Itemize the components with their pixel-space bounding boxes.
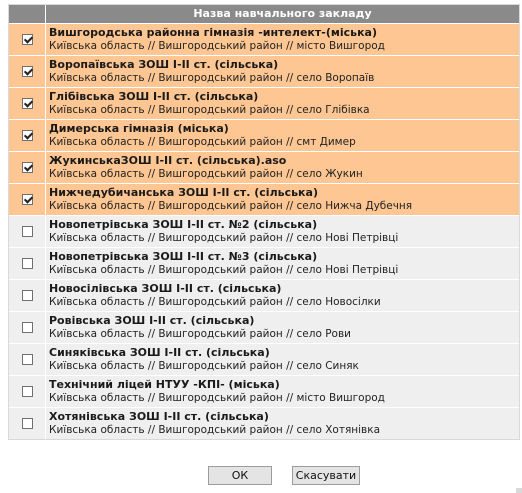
row-text-cell: Ровівська ЗОШ І-ІІ ст. (сільська) Київськ… [45,312,519,343]
row-text-cell: Новопетрівська ЗОШ І-ІІ ст. №3 (сільська… [45,248,519,279]
resize-corner [516,488,522,493]
row-check-cell [9,312,45,343]
table-row[interactable]: Новопетрівська ЗОШ І-ІІ ст. №2 (сільська… [9,215,519,247]
school-name: Хотянівська ЗОШ І-ІІ ст. (сільська) [49,410,269,423]
school-name: Новосілівська ЗОШ І-ІІ ст. (сільська) [49,282,282,295]
row-check-cell [9,280,45,311]
table-row[interactable]: Нижчедубичанська ЗОШ І-ІІ ст. (сільська)… [9,183,519,215]
school-location: Київська область // Вишгородський район … [49,104,370,116]
school-location: Київська область // Вишгородський район … [49,392,385,404]
table-row[interactable]: Глібівська ЗОШ І-ІІ ст. (сільська) Київсь… [9,87,519,119]
school-location: Київська область // Вишгородський район … [49,232,399,244]
checkbox-icon[interactable] [21,258,33,269]
table-row[interactable]: Новосілівська ЗОШ І-ІІ ст. (сільська) Киї… [9,279,519,311]
school-name: Новопетрівська ЗОШ І-ІІ ст. №2 (сільська… [49,218,318,231]
checkbox-icon[interactable] [21,34,33,45]
checkbox-icon[interactable] [21,226,33,237]
school-location: Київська область // Вишгородський район … [49,72,375,84]
table-body: Вишгородська районна гімназія -интелект-… [9,23,519,439]
header-check-cell [9,5,45,23]
row-check-cell [9,376,45,407]
school-name: Новопетрівська ЗОШ І-ІІ ст. №3 (сільська… [49,250,318,263]
row-check-cell [9,88,45,119]
school-name: Нижчедубичанська ЗОШ І-ІІ ст. (сільська) [49,186,318,199]
checkbox-icon[interactable] [21,98,33,109]
school-location: Київська область // Вишгородський район … [49,296,381,308]
row-check-cell [9,120,45,151]
school-name: Воропаївська ЗОШ І-ІІ ст. (сільська) [49,58,279,71]
checkbox-icon[interactable] [21,418,33,429]
table-header: Назва навчального закладу [9,5,519,23]
row-text-cell: Нижчедубичанська ЗОШ І-ІІ ст. (сільська)… [45,184,519,215]
school-name: ЖукинськаЗОШ І-ІІ ст. (сільська).aso [49,154,287,167]
schools-table: Назва навчального закладу Вишгородська р… [8,4,520,440]
row-text-cell: Синяківська ЗОШ І-ІІ ст. (сільська) Київс… [45,344,519,375]
table-row[interactable]: Димерська гімназія (міська) Київська обла… [9,119,519,151]
cancel-button[interactable]: Скасувати [292,466,360,485]
row-text-cell: Технічний ліцей НТУУ -КПІ- (міська) Київс… [45,376,519,407]
school-name: Технічний ліцей НТУУ -КПІ- (міська) [49,378,280,391]
checkbox-icon[interactable] [21,322,33,333]
school-location: Київська область // Вишгородський район … [49,200,413,212]
school-name: Ровівська ЗОШ І-ІІ ст. (сільська) [49,314,255,327]
row-check-cell [9,408,45,439]
header-title: Назва навчального закладу [45,5,519,23]
school-name: Димерська гімназія (міська) [49,122,229,135]
row-check-cell [9,344,45,375]
checkbox-icon[interactable] [21,290,33,301]
school-location: Київська область // Вишгородський район … [49,264,399,276]
table-row[interactable]: Ровівська ЗОШ І-ІІ ст. (сільська) Київськ… [9,311,519,343]
row-check-cell [9,152,45,183]
checkbox-icon[interactable] [21,354,33,365]
checkbox-icon[interactable] [21,162,33,173]
school-location: Київська область // Вишгородський район … [49,136,356,148]
row-text-cell: Хотянівська ЗОШ І-ІІ ст. (сільська) Київс… [45,408,519,439]
table-row[interactable]: ЖукинськаЗОШ І-ІІ ст. (сільська).aso Київ… [9,151,519,183]
school-location: Київська область // Вишгородський район … [49,328,351,340]
row-text-cell: Новосілівська ЗОШ І-ІІ ст. (сільська) Киї… [45,280,519,311]
row-text-cell: Вишгородська районна гімназія -интелект-… [45,24,519,55]
school-name: Вишгородська районна гімназія -интелект-… [49,26,378,39]
table-row[interactable]: Технічний ліцей НТУУ -КПІ- (міська) Київс… [9,375,519,407]
table-row[interactable]: Синяківська ЗОШ І-ІІ ст. (сільська) Київс… [9,343,519,375]
row-check-cell [9,248,45,279]
row-check-cell [9,216,45,247]
row-text-cell: Глібівська ЗОШ І-ІІ ст. (сільська) Київсь… [45,88,519,119]
row-check-cell [9,184,45,215]
row-text-cell: Новопетрівська ЗОШ І-ІІ ст. №2 (сільська… [45,216,519,247]
school-name: Глібівська ЗОШ І-ІІ ст. (сільська) [49,90,259,103]
row-text-cell: ЖукинськаЗОШ І-ІІ ст. (сільська).aso Київ… [45,152,519,183]
school-location: Київська область // Вишгородський район … [49,168,363,180]
school-location: Київська область // Вишгородський район … [49,40,385,52]
dialog-buttons: ОК Скасувати [0,466,522,485]
checkbox-icon[interactable] [21,130,33,141]
row-check-cell [9,56,45,87]
row-text-cell: Димерська гімназія (міська) Київська обла… [45,120,519,151]
checkbox-icon[interactable] [21,66,33,77]
row-text-cell: Воропаївська ЗОШ І-ІІ ст. (сільська) Київ… [45,56,519,87]
school-location: Київська область // Вишгородський район … [49,360,359,372]
checkbox-icon[interactable] [21,386,33,397]
row-check-cell [9,24,45,55]
table-row[interactable]: Вишгородська районна гімназія -интелект-… [9,23,519,55]
ok-button[interactable]: ОК [208,466,272,485]
table-row[interactable]: Новопетрівська ЗОШ І-ІІ ст. №3 (сільська… [9,247,519,279]
school-name: Синяківська ЗОШ І-ІІ ст. (сільська) [49,346,270,359]
school-location: Київська область // Вишгородський район … [49,424,381,436]
checkbox-icon[interactable] [21,194,33,205]
table-row[interactable]: Воропаївська ЗОШ І-ІІ ст. (сільська) Київ… [9,55,519,87]
table-row[interactable]: Хотянівська ЗОШ І-ІІ ст. (сільська) Київс… [9,407,519,439]
